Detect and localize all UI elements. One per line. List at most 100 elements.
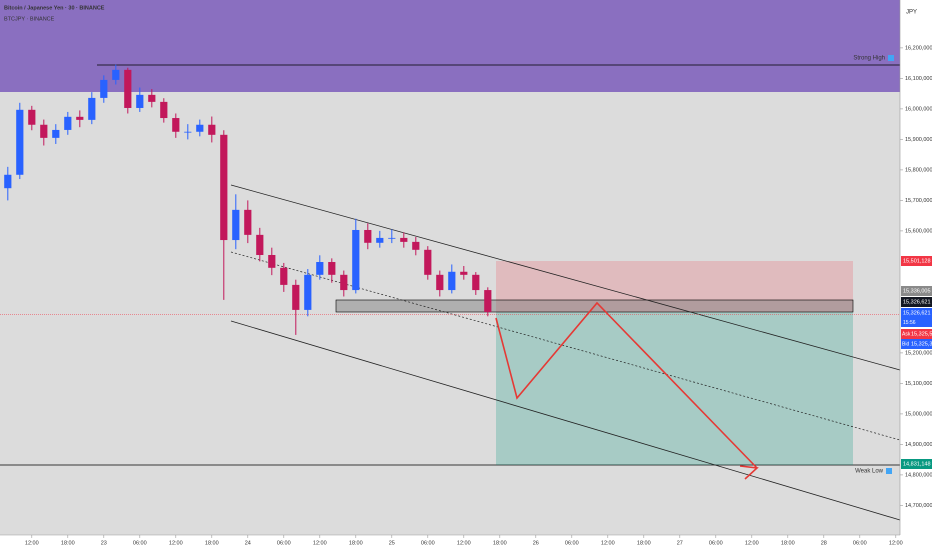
chart-subtitle: BTCJPY · BINANCE [4, 16, 55, 22]
price-tag [901, 297, 932, 307]
y-tick-label: 16,000,000 [905, 106, 932, 112]
candle-body [148, 94, 156, 102]
x-tick-label: 12:00 [745, 540, 759, 546]
y-tick-label: 14,800,000 [905, 472, 932, 478]
x-tick-label: 06:00 [709, 540, 723, 546]
x-tick-label: 18:00 [61, 540, 75, 546]
price-tag [901, 329, 932, 339]
x-tick-label: 18:00 [349, 540, 363, 546]
countdown: 15:56 [903, 320, 916, 326]
x-tick-label: 28 [821, 540, 827, 546]
candle-body [40, 124, 48, 138]
candle-body [460, 271, 468, 275]
x-tick-label: 18:00 [493, 540, 507, 546]
price-tag [901, 286, 932, 296]
candle-body [400, 237, 408, 242]
x-tick-label: 24 [245, 540, 251, 546]
candle-body [64, 116, 72, 130]
x-tick-label: 06:00 [277, 540, 291, 546]
x-tick-label: 12:00 [25, 540, 39, 546]
candle-body [208, 124, 216, 135]
x-tick-label: 12:00 [313, 540, 327, 546]
countdown-bg [901, 318, 932, 327]
supply-zone [0, 0, 900, 92]
candle-body [28, 109, 36, 125]
candle-body [340, 274, 348, 291]
x-tick-label: 25 [389, 540, 395, 546]
candle-body [100, 79, 108, 98]
label-icon [886, 468, 892, 474]
strong-high-label: Strong High [853, 56, 885, 62]
candle-body [472, 274, 480, 291]
price-tag-label: 15,325,307 [911, 341, 932, 347]
y-tick-label: 16,200,000 [905, 45, 932, 51]
y-tick-label: 15,800,000 [905, 167, 932, 173]
x-tick-label: 12:00 [889, 540, 903, 546]
chart-title: Bitcoin / Japanese Yen · 30 · BINANCE [4, 5, 105, 11]
x-tick-label: 18:00 [781, 540, 795, 546]
x-tick-label: 06:00 [133, 540, 147, 546]
candle-body [352, 229, 360, 291]
candle-body [124, 69, 132, 108]
candle-body [316, 262, 324, 275]
candle-body [280, 267, 288, 285]
arrow-head [739, 465, 759, 480]
price-tag [901, 256, 932, 266]
candle-body [244, 209, 252, 235]
y-tick-label: 15,200,000 [905, 350, 932, 356]
x-tick-label: 12:00 [601, 540, 615, 546]
price-axis [900, 0, 932, 550]
price-tag [901, 339, 932, 349]
y-tick-label: 15,900,000 [905, 137, 932, 143]
label-icon [888, 55, 894, 61]
candle-body [448, 271, 456, 291]
x-tick-label: 06:00 [565, 540, 579, 546]
y-tick-label: 15,700,000 [905, 198, 932, 204]
y-tick-label: 14,900,000 [905, 442, 932, 448]
y-tick-label: 16,100,000 [905, 76, 932, 82]
channel-upper [230, 184, 901, 371]
y-tick-label: 15,600,000 [905, 228, 932, 234]
y-tick-label: 15,100,000 [905, 381, 932, 387]
channel-lower [230, 320, 901, 521]
candle-body [364, 229, 372, 243]
candle-body [328, 262, 336, 275]
price-tag-label: 15,326,621 [903, 299, 931, 305]
x-tick-label: 12:00 [169, 540, 183, 546]
stop-zone [496, 261, 853, 312]
candle-body [112, 69, 120, 80]
candle-body [4, 174, 12, 189]
currency-label: JPY [906, 10, 917, 16]
x-tick-label: 06:00 [853, 540, 867, 546]
candle-body [232, 209, 240, 241]
price-tag-label: 15,326,621 [903, 310, 931, 316]
target-zone [496, 312, 853, 465]
candle-body [436, 274, 444, 291]
y-tick-label: 15,000,000 [905, 411, 932, 417]
weak-low-label: Weak Low [855, 469, 884, 475]
candle-body [160, 101, 168, 119]
candle-body [412, 241, 420, 250]
candle-body [376, 237, 384, 243]
price-tag [901, 308, 932, 318]
price-tag-label: 15,501,128 [903, 258, 931, 264]
candle-body [16, 109, 24, 175]
candle-body [220, 134, 228, 241]
candle-body [136, 94, 144, 108]
x-tick-label: 26 [533, 540, 539, 546]
x-tick-label: 18:00 [637, 540, 651, 546]
x-tick-label: 18:00 [205, 540, 219, 546]
x-tick-label: 23 [101, 540, 107, 546]
x-tick-label: 27 [677, 540, 683, 546]
candle-body [484, 290, 492, 313]
candle-body [256, 234, 264, 255]
price-tag-label: 14,831,148 [903, 461, 931, 467]
projection-arrow [495, 301, 758, 469]
x-tick-label: 12:00 [457, 540, 471, 546]
candle-body [292, 284, 300, 310]
price-tag-prefix: Ask [902, 331, 911, 337]
price-tag-prefix: Bid [902, 341, 909, 347]
candle-body [52, 129, 60, 138]
candle-body [88, 97, 96, 120]
